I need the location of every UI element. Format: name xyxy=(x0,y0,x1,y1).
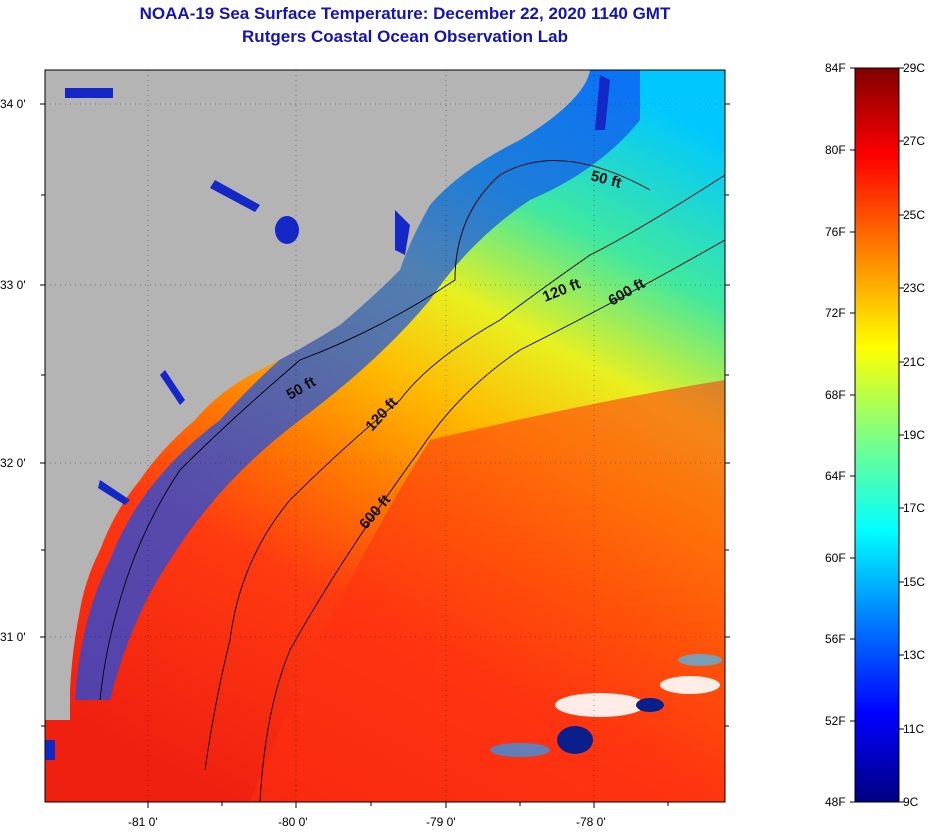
map-frame xyxy=(44,69,726,803)
contour-600ft-line xyxy=(259,239,725,802)
colorbar-c-label-29: 29C xyxy=(903,61,925,75)
colorbar-f-label-80: 80F xyxy=(825,143,846,157)
lon-label-79: -79 0' xyxy=(426,815,456,829)
colorbar-f-label-76: 76F xyxy=(825,225,846,239)
lon-label-81: -81 0' xyxy=(128,815,158,829)
land-mass xyxy=(45,70,590,720)
colorbar-c-label-21: 21C xyxy=(903,355,925,369)
colorbar-c-label-23: 23C xyxy=(903,281,925,295)
colorbar-ticks xyxy=(850,67,904,803)
colorbar-f-label-52: 52F xyxy=(825,714,846,728)
lat-label-34: 34 0' xyxy=(0,97,26,111)
colorbar-c-label-13: 13C xyxy=(903,648,925,662)
lat-label-32: 32 0' xyxy=(0,456,26,470)
lat-label-33: 33 0' xyxy=(0,278,26,292)
colorbar xyxy=(854,67,900,803)
colorbar-c-label-11: 11C xyxy=(903,722,924,736)
map-subtitle: Rutgers Coastal Ocean Observation Lab xyxy=(242,27,568,46)
colorbar-f-label-84: 84F xyxy=(825,61,846,75)
contour-50ft-line xyxy=(99,160,651,701)
colorbar-f-label-56: 56F xyxy=(825,632,846,646)
colorbar-f-label-48: 48F xyxy=(825,795,846,809)
colorbar-c-label-17: 17C xyxy=(903,501,925,515)
estuaries xyxy=(45,75,610,760)
lon-label-80: -80 0' xyxy=(278,815,308,829)
depth-contours xyxy=(99,160,725,802)
colorbar-f-label-68: 68F xyxy=(825,388,846,402)
contour-120ft-line xyxy=(204,174,725,771)
lon-label-78: -78 0' xyxy=(576,815,606,829)
colorbar-c-label-19: 19C xyxy=(903,428,925,442)
colorbar-c-label-9: 9C xyxy=(903,795,919,809)
graticule xyxy=(45,70,725,802)
map-title: NOAA-19 Sea Surface Temperature: Decembe… xyxy=(139,4,671,23)
colorbar-f-label-64: 64F xyxy=(825,469,846,483)
colorbar-c-label-25: 25C xyxy=(903,208,925,222)
colorbar-f-label-60: 60F xyxy=(825,551,846,565)
map-area: 50 ft 50 ft 120 ft 120 ft 600 ft 600 ft xyxy=(45,70,725,802)
cold-coastal-water xyxy=(75,70,640,700)
cloud-patches xyxy=(490,654,722,757)
colorbar-c-label-15: 15C xyxy=(903,575,925,589)
colorbar-f-label-72: 72F xyxy=(825,306,846,320)
lat-label-31: 31 0' xyxy=(0,630,26,644)
colorbar-c-label-27: 27C xyxy=(903,134,925,148)
axis-ticks xyxy=(40,103,730,808)
